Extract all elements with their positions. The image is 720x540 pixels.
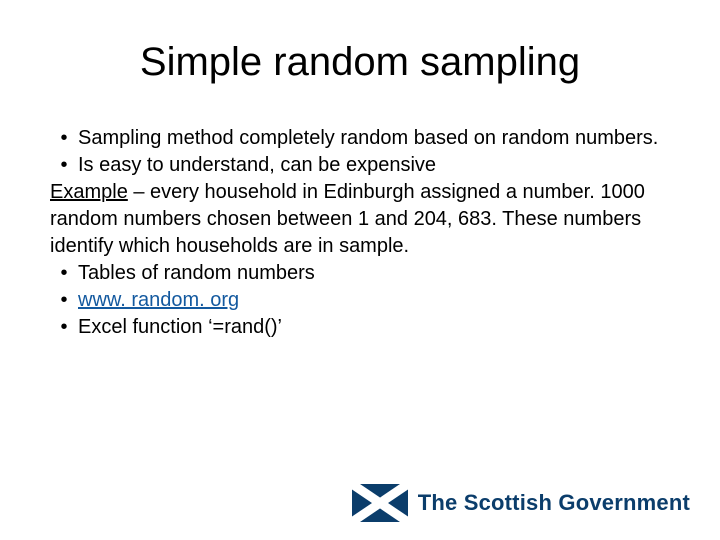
example-text: – every household in Edinburgh assigned …: [50, 181, 645, 257]
example-label: Example: [50, 181, 128, 203]
bullet-dot-icon: •: [50, 260, 78, 287]
logo-text: The Scottish Government: [418, 490, 690, 516]
bullet-item: • Excel function ‘=rand()’: [50, 314, 680, 341]
slide: Simple random sampling • Sampling method…: [0, 0, 720, 540]
bullet-text: Sampling method completely random based …: [78, 125, 680, 152]
random-org-link[interactable]: www. random. org: [78, 289, 239, 311]
bullet-text: Excel function ‘=rand()’: [78, 314, 680, 341]
bullet-dot-icon: •: [50, 125, 78, 152]
bullet-item: • Sampling method completely random base…: [50, 125, 680, 152]
saltire-flag-icon: [352, 484, 408, 522]
bullet-dot-icon: •: [50, 314, 78, 341]
bullet-dot-icon: •: [50, 287, 78, 314]
slide-body: • Sampling method completely random base…: [40, 125, 680, 341]
scottish-government-logo: The Scottish Government: [352, 484, 690, 522]
bullet-dot-icon: •: [50, 152, 78, 179]
bullet-text: Tables of random numbers: [78, 260, 680, 287]
bullet-text: Is easy to understand, can be expensive: [78, 152, 680, 179]
bullet-item: • Is easy to understand, can be expensiv…: [50, 152, 680, 179]
example-line: Example – every household in Edinburgh a…: [50, 179, 680, 260]
slide-title: Simple random sampling: [40, 40, 680, 85]
bullet-item: • Tables of random numbers: [50, 260, 680, 287]
bullet-item-link: • www. random. org: [50, 287, 680, 314]
